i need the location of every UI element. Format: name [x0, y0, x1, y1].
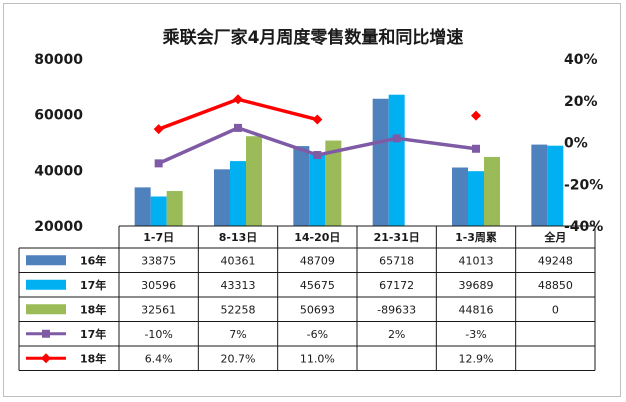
bar [309, 154, 326, 226]
y-left-tick-label: 80000 [34, 52, 83, 68]
plot-area [134, 94, 564, 227]
bar [452, 167, 468, 226]
bar [150, 196, 167, 226]
table-row: 17年 -10% 7% -6% 2% -3% [26, 327, 487, 341]
series-name: 17年 [80, 327, 106, 341]
data-cell: 44816 [459, 303, 494, 316]
data-cell: 45675 [300, 279, 335, 292]
bar [230, 161, 246, 226]
data-cell: 67172 [379, 279, 414, 292]
data-cell: -3% [465, 328, 486, 341]
data-cell: 48709 [300, 254, 335, 267]
line-series [154, 123, 480, 168]
line-point [392, 134, 401, 143]
line-point [471, 110, 481, 121]
table-row: 17年 30596 43313 45675 67172 39689 48850 [26, 278, 573, 292]
data-cell: 41013 [459, 254, 494, 267]
bar [325, 140, 342, 226]
data-cell: -6% [307, 328, 328, 341]
data-cell: 32561 [141, 303, 176, 316]
legend-marker [41, 353, 51, 364]
y-right-tick-label: 20% [564, 94, 598, 110]
table-grid [18, 225, 596, 371]
series-name: 18年 [80, 351, 106, 365]
data-cell: 49248 [538, 254, 573, 267]
category-label: 1-7日 [143, 231, 174, 244]
legend-marker [42, 329, 50, 338]
data-cell: 20.7% [221, 352, 256, 365]
data-cell: 11.0% [300, 352, 335, 365]
data-cell: 0 [552, 303, 559, 316]
series-name: 16年 [80, 253, 106, 267]
category-label: 8-13日 [219, 231, 258, 244]
category-label: 14-20日 [294, 231, 340, 244]
category-label: 全月 [543, 230, 566, 244]
chart-svg: 乘联会厂家4月周度零售数量和同比增速 20000 40000 60000 80000 -… [18, 27, 603, 371]
legend-key [26, 255, 66, 266]
y-left-tick-label: 60000 [34, 108, 83, 124]
y-right-tick-label: 40% [564, 52, 598, 68]
y-left-tick-label: 20000 [34, 219, 83, 235]
legend-key [26, 304, 66, 315]
table-row: 18年 32561 52258 50693 -89633 44816 0 [26, 302, 559, 316]
bar [293, 146, 310, 226]
y-right-tick-label: -40% [564, 219, 603, 235]
data-cell: 43313 [221, 279, 256, 292]
data-cell: 48850 [538, 279, 573, 292]
bar-series-group [134, 94, 564, 227]
y-right-tick-label: -20% [564, 177, 603, 193]
data-cell: -89633 [377, 303, 416, 316]
data-cell: 65718 [379, 254, 414, 267]
chart-title: 乘联会厂家4月周度零售数量和同比增速 [162, 27, 464, 48]
data-cell: 6.4% [145, 352, 173, 365]
data-cell: -10% [144, 328, 172, 341]
bar [547, 145, 564, 226]
line-point [233, 94, 243, 105]
bar [166, 191, 183, 226]
line-point [153, 124, 164, 135]
data-cell: 33875 [141, 254, 176, 267]
line-series [153, 94, 481, 135]
data-cell: 39689 [459, 279, 494, 292]
bar [484, 156, 500, 226]
y-right-tick-label: 0% [564, 136, 588, 152]
axes: 20000 40000 60000 80000 -40% -20% 0% 20% 40% [34, 52, 603, 235]
line-point [472, 144, 480, 153]
data-cell: 2% [388, 328, 405, 341]
line-point [313, 151, 322, 160]
bar [134, 187, 151, 226]
bar [468, 171, 484, 226]
category-label: 21-31日 [374, 231, 420, 244]
bar [372, 98, 389, 226]
data-cell: 30596 [141, 279, 176, 292]
data-cell: 50693 [300, 303, 335, 316]
data-cell: 40361 [221, 254, 256, 267]
data-table: 1-7日 8-13日 14-20日 21-31日 1-3周累 全月 16年 33875 4036… [18, 225, 596, 371]
data-cell: 12.9% [459, 352, 494, 365]
line-point [312, 114, 323, 125]
bar [214, 169, 230, 226]
line-point [234, 123, 242, 132]
y-left-tick-label: 40000 [34, 163, 83, 179]
bar [531, 144, 548, 226]
table-row: 16年 33875 40361 48709 65718 41013 49248 [26, 253, 573, 267]
series-name: 18年 [80, 302, 106, 316]
data-cell: 52258 [221, 303, 256, 316]
bar [388, 94, 405, 227]
legend-key [26, 279, 66, 290]
table-row: 18年 6.4% 20.7% 11.0% 12.9% [26, 351, 493, 365]
bar [246, 136, 262, 226]
data-cell: 7% [229, 328, 246, 341]
category-label: 1-3周累 [455, 231, 497, 244]
line-point [154, 159, 163, 168]
chart-frame: 乘联会厂家4月周度零售数量和同比增速 20000 40000 60000 80000 -… [3, 3, 621, 397]
series-name: 17年 [80, 278, 106, 292]
